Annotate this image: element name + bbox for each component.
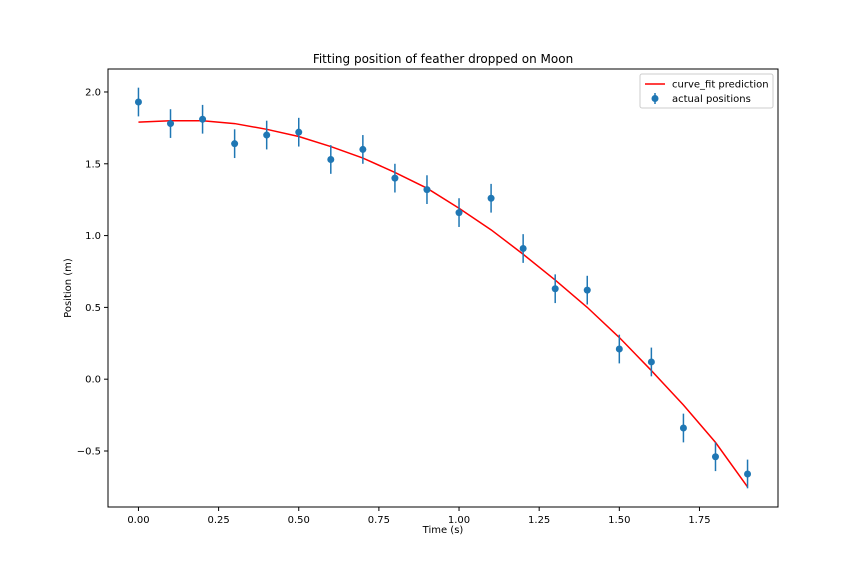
data-point (487, 194, 495, 202)
x-tick-label: 1.50 (608, 515, 630, 526)
x-axis-label: Time (s) (422, 525, 464, 536)
x-tick-label: 1.25 (528, 515, 550, 526)
data-point (615, 345, 623, 353)
legend-box (639, 73, 774, 109)
data-point (295, 128, 303, 136)
data-point (199, 115, 207, 123)
y-tick-label: 1.5 (85, 159, 101, 170)
legend-label-actual: actual positions (672, 94, 751, 105)
data-point (647, 358, 655, 366)
data-point (167, 120, 175, 128)
x-tick-label: 0.25 (207, 515, 229, 526)
data-point (327, 155, 335, 163)
legend-label-prediction: curve_fit prediction (672, 80, 769, 91)
data-point (455, 209, 463, 217)
data-point (519, 245, 527, 253)
data-point (263, 131, 271, 139)
x-tick-label: 0.00 (127, 515, 149, 526)
data-point (359, 145, 367, 153)
legend: curve_fit prediction actual positions (639, 73, 774, 109)
y-axis: −0.5 0.0 0.5 1.0 1.5 2.0 (77, 87, 108, 457)
chart-title: Fitting position of feather dropped on M… (313, 52, 573, 66)
data-point (711, 453, 719, 461)
x-tick-label: 0.75 (368, 515, 390, 526)
series-curve-fit-line (138, 119, 749, 488)
x-tick-label: 1.75 (688, 515, 710, 526)
data-point (423, 186, 431, 194)
y-axis-label: Position (m) (63, 258, 74, 318)
y-tick-label: 2.0 (85, 87, 101, 98)
x-tick-label: 1.00 (448, 515, 470, 526)
plot-frame (107, 68, 779, 508)
y-tick-label: −0.5 (77, 446, 101, 457)
y-tick-label: 1.0 (85, 231, 101, 242)
x-axis: 0.00 0.25 0.50 0.75 1.00 1.25 1.50 1.75 (127, 507, 711, 526)
data-point (134, 98, 142, 106)
data-point (744, 470, 752, 478)
plot-area (134, 87, 752, 489)
data-point (583, 286, 591, 294)
y-tick-label: 0.0 (85, 375, 101, 386)
data-point (679, 424, 687, 432)
data-point (551, 285, 559, 293)
legend-marker-swatch (651, 95, 659, 102)
data-point (391, 174, 399, 182)
data-point (231, 140, 239, 148)
y-tick-label: 0.5 (85, 303, 101, 314)
x-tick-label: 0.50 (288, 515, 310, 526)
